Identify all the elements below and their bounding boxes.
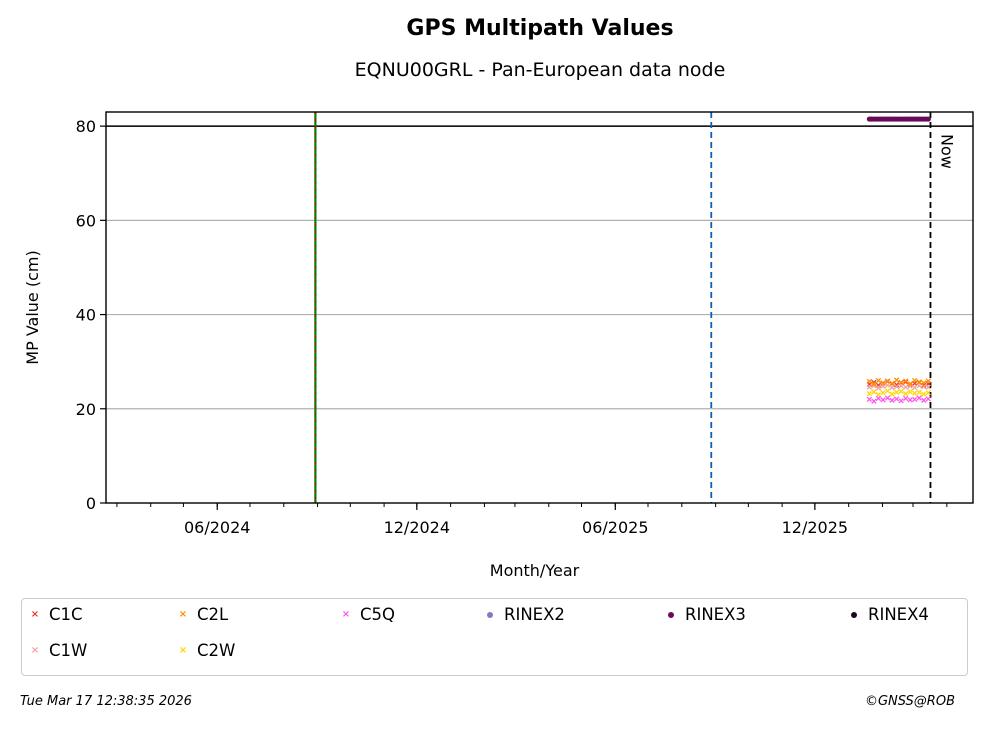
data-point-c2l bbox=[921, 380, 927, 386]
data-point-c1w bbox=[902, 384, 909, 390]
legend-marker-icon bbox=[482, 607, 498, 623]
y-tick-label: 80 bbox=[76, 117, 96, 136]
data-point-c5q bbox=[898, 398, 904, 404]
legend-item-c5q: × C5Q bbox=[338, 605, 395, 624]
data-point-c2w bbox=[916, 389, 922, 395]
legend-label: RINEX3 bbox=[685, 605, 746, 624]
data-point-c5q bbox=[902, 395, 909, 402]
legend-item-rinex2: RINEX2 bbox=[482, 605, 565, 624]
data-point-c2l bbox=[925, 378, 931, 384]
legend-item-c1c: × C1C bbox=[27, 605, 83, 624]
x-tick-label: 06/2025 bbox=[582, 518, 648, 537]
legend-marker-icon: × bbox=[30, 645, 40, 656]
legend-marker-icon bbox=[663, 607, 679, 623]
x-tick-label: 12/2024 bbox=[384, 518, 450, 537]
data-point-c5q bbox=[925, 396, 931, 402]
chart-legend: × C1C × C2L × C5Q RINEX2 RINEX3 RINEX4 × C1W × C2W bbox=[21, 598, 968, 676]
legend-marker-icon: × bbox=[178, 645, 188, 656]
legend-item-rinex3: RINEX3 bbox=[663, 605, 746, 624]
data-point-c2w bbox=[893, 389, 900, 395]
data-point-c1c bbox=[893, 382, 900, 388]
data-point-c1c bbox=[902, 379, 909, 385]
y-tick-label: 40 bbox=[76, 306, 96, 325]
data-point-c5q bbox=[921, 397, 927, 403]
footer-credit: ©GNSS@ROB bbox=[864, 694, 955, 709]
data-point-c5q bbox=[884, 395, 891, 401]
data-point-c2w bbox=[884, 388, 891, 394]
data-point-c2w bbox=[898, 388, 904, 395]
legend-label: C2L bbox=[197, 605, 229, 624]
data-point-c2l bbox=[907, 381, 913, 387]
legend-item-c2l: × C2L bbox=[175, 605, 228, 624]
data-point-c5q bbox=[880, 397, 886, 403]
data-point-c2l bbox=[898, 379, 904, 386]
data-point-c2l bbox=[866, 378, 873, 385]
data-point-c2w bbox=[871, 389, 877, 395]
legend-item-c1w: × C1W bbox=[27, 641, 88, 660]
plot-frame bbox=[105, 111, 974, 504]
y-tick-label: 20 bbox=[76, 400, 96, 419]
y-tick-label: 0 bbox=[86, 494, 96, 513]
x-tick-label: 06/2024 bbox=[184, 518, 250, 537]
data-point-c2w bbox=[912, 390, 918, 396]
data-point-c2l bbox=[916, 379, 922, 385]
data-point-c5q bbox=[866, 396, 873, 403]
data-point-c1w bbox=[912, 384, 918, 391]
y-tick-label: 60 bbox=[76, 211, 96, 230]
legend-label: RINEX2 bbox=[504, 605, 565, 624]
data-point-c2w bbox=[889, 391, 895, 397]
data-point-c1w bbox=[889, 384, 895, 391]
data-point-c2w bbox=[902, 391, 909, 397]
y-axis-label: MP Value (cm) bbox=[23, 250, 42, 364]
data-point-rinex3 bbox=[925, 116, 931, 122]
legend-label: C1C bbox=[49, 605, 83, 624]
legend-marker-icon: × bbox=[30, 609, 40, 620]
data-point-c2l bbox=[889, 380, 895, 387]
data-point-c5q bbox=[871, 398, 877, 404]
data-point-c1w bbox=[884, 382, 891, 388]
now-label: Now bbox=[937, 134, 956, 169]
data-point-c2l bbox=[893, 377, 900, 383]
data-point-c2l bbox=[902, 378, 909, 384]
data-point-c2w bbox=[921, 391, 927, 397]
data-point-c1w bbox=[893, 383, 900, 390]
data-point-c1w bbox=[925, 384, 931, 390]
data-point-c1w bbox=[871, 383, 877, 389]
data-point-c5q bbox=[912, 396, 918, 403]
data-point-c2w bbox=[880, 390, 886, 396]
x-axis-label: Month/Year bbox=[490, 561, 580, 580]
footer-timestamp: Tue Mar 17 12:38:35 2026 bbox=[20, 694, 192, 709]
legend-label: C5Q bbox=[360, 605, 396, 624]
chart-plot: 0 20 40 60 80 06/2024 12/2024 06/2025 12/2025 Now… bbox=[23, 111, 974, 580]
legend-marker-icon: × bbox=[341, 609, 351, 620]
data-point-c2w bbox=[925, 390, 931, 396]
data-point-c2l bbox=[912, 377, 918, 384]
data-point-c5q bbox=[907, 397, 913, 403]
data-point-c5q bbox=[889, 397, 895, 403]
legend-marker-icon: × bbox=[178, 609, 188, 620]
data-point-c2l bbox=[884, 378, 891, 384]
chart-subtitle: EQNU00GRL - Pan-European data node bbox=[354, 59, 726, 81]
data-point-c2l bbox=[875, 377, 882, 384]
data-point-c1w bbox=[875, 385, 882, 391]
data-point-c2l bbox=[871, 381, 877, 387]
data-point-c1w bbox=[866, 384, 873, 390]
legend-label: C1W bbox=[49, 641, 88, 660]
data-point-c2w bbox=[866, 391, 873, 397]
data-point-c5q bbox=[875, 395, 882, 402]
data-point-c5q bbox=[893, 396, 900, 402]
chart-title: GPS Multipath Values bbox=[406, 16, 674, 41]
data-point-c2l bbox=[880, 380, 886, 386]
legend-label: RINEX4 bbox=[868, 605, 929, 624]
data-point-c2w bbox=[907, 389, 913, 395]
data-point-c5q bbox=[916, 395, 922, 401]
x-tick-label: 12/2025 bbox=[782, 518, 848, 537]
legend-marker-icon bbox=[846, 607, 862, 623]
legend-label: C2W bbox=[197, 641, 236, 660]
legend-item-rinex4: RINEX4 bbox=[846, 605, 929, 624]
legend-item-c2w: × C2W bbox=[175, 641, 236, 660]
